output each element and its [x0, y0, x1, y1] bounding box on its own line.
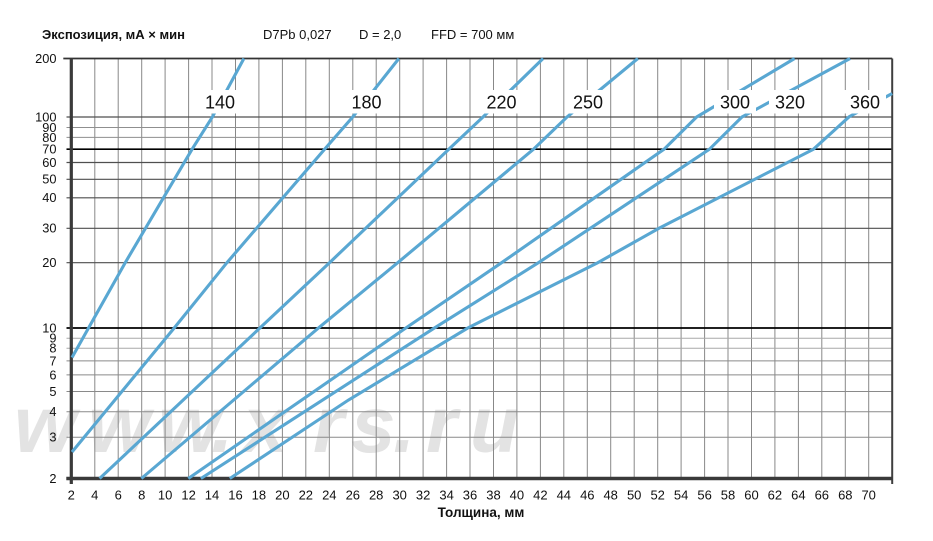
svg-text:24: 24 — [322, 487, 336, 502]
svg-text:6: 6 — [115, 487, 122, 502]
svg-text:48: 48 — [603, 487, 617, 502]
svg-text:180: 180 — [351, 93, 381, 113]
svg-text:4: 4 — [91, 487, 98, 502]
svg-text:38: 38 — [486, 487, 500, 502]
svg-text:Экспозиция, мА × мин: Экспозиция, мА × мин — [42, 27, 185, 42]
svg-text:58: 58 — [721, 487, 735, 502]
svg-text:52: 52 — [650, 487, 664, 502]
svg-text:36: 36 — [463, 487, 477, 502]
svg-text:220: 220 — [486, 93, 516, 113]
svg-text:18: 18 — [252, 487, 266, 502]
svg-text:44: 44 — [557, 487, 571, 502]
svg-text:FFD = 700 мм: FFD = 700 мм — [431, 27, 514, 42]
svg-text:60: 60 — [744, 487, 758, 502]
svg-text:2: 2 — [49, 471, 56, 486]
svg-text:70: 70 — [42, 142, 56, 157]
svg-text:50: 50 — [42, 172, 56, 187]
svg-text:360: 360 — [850, 93, 880, 113]
svg-text:68: 68 — [838, 487, 852, 502]
svg-text:26: 26 — [346, 487, 360, 502]
svg-text:90: 90 — [42, 120, 56, 135]
svg-text:40: 40 — [42, 190, 56, 205]
svg-text:28: 28 — [369, 487, 383, 502]
svg-text:80: 80 — [42, 130, 56, 145]
svg-text:40: 40 — [510, 487, 524, 502]
svg-text:200: 200 — [35, 51, 56, 66]
svg-text:54: 54 — [674, 487, 688, 502]
svg-text:5: 5 — [49, 384, 56, 399]
svg-text:30: 30 — [392, 487, 406, 502]
svg-text:140: 140 — [205, 93, 235, 113]
svg-text:64: 64 — [791, 487, 805, 502]
svg-text:46: 46 — [580, 487, 594, 502]
svg-text:32: 32 — [416, 487, 430, 502]
svg-text:100: 100 — [35, 109, 56, 124]
svg-text:4: 4 — [49, 404, 56, 419]
svg-text:3: 3 — [49, 430, 56, 445]
svg-text:10: 10 — [42, 320, 56, 335]
svg-text:D7Pb 0,027: D7Pb 0,027 — [263, 27, 332, 42]
svg-text:30: 30 — [42, 221, 56, 236]
svg-text:D = 2,0: D = 2,0 — [359, 27, 401, 42]
svg-text:66: 66 — [815, 487, 829, 502]
svg-text:12: 12 — [181, 487, 195, 502]
svg-text:42: 42 — [533, 487, 547, 502]
svg-text:20: 20 — [275, 487, 289, 502]
svg-text:14: 14 — [205, 487, 219, 502]
svg-text:16: 16 — [228, 487, 242, 502]
svg-text:70: 70 — [861, 487, 875, 502]
svg-text:250: 250 — [573, 93, 603, 113]
svg-text:320: 320 — [775, 93, 805, 113]
svg-text:60: 60 — [42, 155, 56, 170]
svg-text:56: 56 — [697, 487, 711, 502]
svg-text:62: 62 — [768, 487, 782, 502]
svg-text:9: 9 — [49, 331, 56, 346]
svg-text:6: 6 — [49, 367, 56, 382]
svg-text:7: 7 — [49, 353, 56, 368]
svg-text:22: 22 — [299, 487, 313, 502]
svg-text:50: 50 — [627, 487, 641, 502]
svg-text:2: 2 — [68, 487, 75, 502]
svg-text:8: 8 — [49, 341, 56, 356]
svg-text:8: 8 — [138, 487, 145, 502]
svg-text:Толщина, мм: Толщина, мм — [438, 505, 525, 520]
svg-text:34: 34 — [439, 487, 453, 502]
svg-text:10: 10 — [158, 487, 172, 502]
svg-text:300: 300 — [720, 93, 750, 113]
svg-text:20: 20 — [42, 255, 56, 270]
